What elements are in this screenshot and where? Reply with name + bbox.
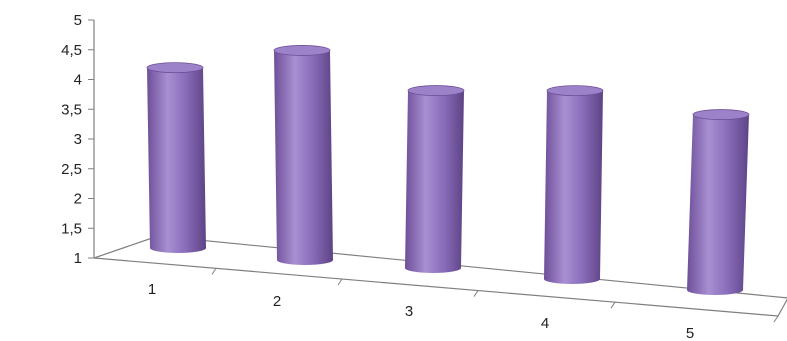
x-tick-mark	[337, 278, 343, 286]
bar-body	[687, 114, 749, 295]
x-tick-mark	[211, 268, 217, 275]
bar	[405, 85, 465, 273]
y-tick-label: 3,5	[61, 101, 82, 118]
bar-top	[692, 109, 750, 120]
x-tick-label: 3	[405, 303, 413, 320]
bar-body	[274, 50, 333, 266]
y-tick-label: 4	[74, 72, 82, 89]
y-tick-label: 2,5	[61, 161, 82, 178]
x-tick-label: 4	[541, 315, 549, 332]
bar-body	[405, 90, 464, 273]
bar	[687, 109, 750, 295]
bars	[146, 45, 750, 295]
y-tick-label: 1	[74, 250, 82, 267]
x-tick-label: 1	[148, 281, 156, 298]
y-tick-label: 3	[74, 131, 82, 148]
y-tick-label: 2	[74, 191, 82, 208]
bar-body	[544, 90, 603, 285]
bar-top	[407, 85, 465, 96]
x-tick-mark	[610, 301, 616, 309]
y-axis: 1 1,5 2 2,5 3 3,5 4 4,5 5	[61, 12, 95, 267]
bar	[146, 62, 206, 254]
x-tick-label: 5	[686, 325, 694, 341]
x-axis-labels: 1 2 3 4 5	[148, 281, 694, 341]
floor	[93, 235, 787, 323]
bar	[544, 85, 604, 285]
x-tick-mark	[473, 290, 479, 297]
x-tick-label: 2	[273, 293, 281, 310]
bar-top	[546, 85, 604, 97]
x-tick-mark	[773, 315, 779, 323]
bar	[273, 45, 333, 266]
bar-top	[273, 45, 331, 56]
y-tick-label: 5	[74, 12, 82, 29]
bar-top	[146, 62, 204, 74]
y-tick-label: 1,5	[61, 220, 82, 237]
bar-body	[147, 67, 206, 254]
floor-plane	[93, 235, 787, 317]
y-tick-label: 4,5	[61, 42, 82, 59]
